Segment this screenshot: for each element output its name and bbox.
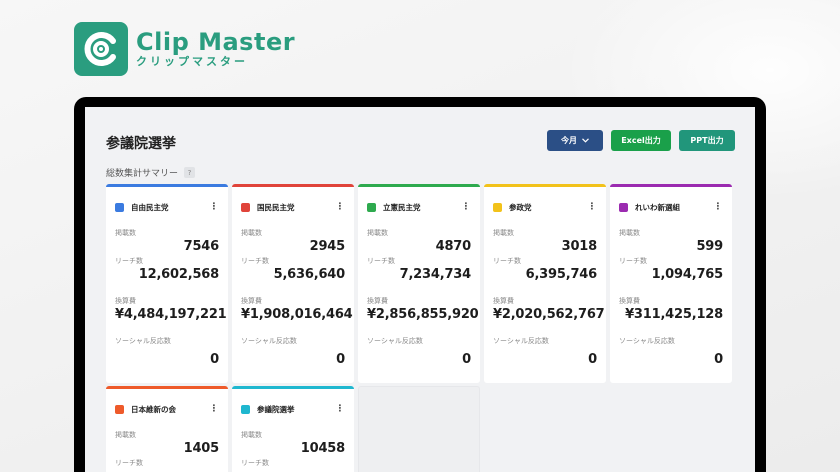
party-color-swatch (241, 202, 250, 212)
party-color-swatch (367, 202, 376, 212)
ad-value: ¥1,908,016,464 (241, 307, 353, 322)
posts-value: 7546 (183, 239, 220, 254)
ppt-export-button[interactable]: PPT出力 (679, 130, 735, 151)
ad-value: ¥311,425,128 (625, 307, 723, 322)
summary-title: 総数集計サマリー (106, 169, 179, 179)
clip-master-logo-icon (74, 22, 128, 76)
posts-label: 掲載数 (619, 229, 640, 237)
posts-value: 3018 (561, 239, 598, 254)
social-label: ソーシャル反応数 (367, 337, 423, 345)
posts-label: 掲載数 (241, 431, 262, 439)
posts-label: 掲載数 (115, 229, 136, 237)
ad-value-label: 換算費 (493, 297, 514, 305)
ad-value-label: 換算費 (619, 297, 640, 305)
brand-name: Clip Master (136, 28, 296, 56)
party-card: 日本維新の会 ⋮ 掲載数 1405 リーチ数 (106, 386, 228, 472)
social-value: 0 (462, 352, 471, 367)
ad-value-label: 換算費 (241, 297, 262, 305)
reach-label: リーチ数 (367, 257, 395, 265)
period-label: 今月 (561, 136, 577, 145)
party-name: 日本維新の会 (131, 404, 176, 414)
party-name: 自由民主党 (131, 202, 169, 212)
party-name: れいわ新選組 (635, 202, 680, 212)
reach-label: リーチ数 (241, 257, 269, 265)
reach-value: 1,094,765 (651, 267, 724, 282)
summary-section-title: 総数集計サマリー ? (106, 166, 196, 179)
reach-label: リーチ数 (115, 459, 143, 467)
party-card: 国民民主党 ⋮ 掲載数 2945 リーチ数 5,636,640 換算費 ¥1,9… (232, 184, 354, 383)
summary-card-grid: 自由民主党 ⋮ 掲載数 7546 リーチ数 12,602,568 換算費 ¥4,… (106, 184, 732, 472)
more-options-icon[interactable]: ⋮ (713, 202, 723, 212)
empty-card-slot (358, 386, 480, 472)
party-color-swatch (493, 202, 502, 212)
party-name: 国民民主党 (257, 202, 295, 212)
reach-label: リーチ数 (241, 459, 269, 467)
chevron-down-icon (582, 136, 589, 145)
party-card: れいわ新選組 ⋮ 掲載数 599 リーチ数 1,094,765 換算費 ¥311… (610, 184, 732, 383)
reach-label: リーチ数 (619, 257, 647, 265)
posts-label: 掲載数 (115, 431, 136, 439)
more-options-icon[interactable]: ⋮ (209, 202, 219, 212)
toolbar: 今月 Excel出力 PPT出力 (547, 130, 735, 151)
party-card: 自由民主党 ⋮ 掲載数 7546 リーチ数 12,602,568 換算費 ¥4,… (106, 184, 228, 383)
app-screen: 参議院選挙 今月 Excel出力 PPT出力 総数集計サマリー ? 自由民主党 … (85, 107, 755, 472)
posts-label: 掲載数 (241, 229, 262, 237)
party-color-swatch (619, 202, 628, 212)
brand-logo: Clip Master クリップマスター (74, 22, 295, 76)
ad-value: ¥2,020,562,767 (493, 307, 605, 322)
brand-subtitle: クリップマスター (136, 55, 248, 68)
party-color-swatch (115, 404, 124, 414)
social-value: 0 (336, 352, 345, 367)
social-value: 0 (210, 352, 219, 367)
party-name: 参議院選挙 (257, 404, 295, 414)
more-options-icon[interactable]: ⋮ (335, 404, 345, 414)
social-label: ソーシャル反応数 (619, 337, 675, 345)
posts-value: 10458 (300, 441, 345, 456)
laptop-frame: 参議院選挙 今月 Excel出力 PPT出力 総数集計サマリー ? 自由民主党 … (74, 97, 766, 472)
party-card: 参議院選挙 ⋮ 掲載数 10458 リーチ数 (232, 386, 354, 472)
period-dropdown[interactable]: 今月 (547, 130, 603, 151)
social-value: 0 (714, 352, 723, 367)
reach-value: 5,636,640 (273, 267, 346, 282)
posts-label: 掲載数 (493, 229, 514, 237)
reach-value: 7,234,734 (399, 267, 472, 282)
reach-label: リーチ数 (115, 257, 143, 265)
more-options-icon[interactable]: ⋮ (461, 202, 471, 212)
ad-value-label: 換算費 (115, 297, 136, 305)
excel-export-button[interactable]: Excel出力 (611, 130, 671, 151)
more-options-icon[interactable]: ⋮ (587, 202, 597, 212)
empty-card-slot (610, 386, 732, 472)
reach-label: リーチ数 (493, 257, 521, 265)
social-value: 0 (588, 352, 597, 367)
party-name: 参政党 (509, 202, 532, 212)
more-options-icon[interactable]: ⋮ (209, 404, 219, 414)
posts-value: 1405 (183, 441, 220, 456)
posts-value: 2945 (309, 239, 346, 254)
social-label: ソーシャル反応数 (115, 337, 171, 345)
party-color-swatch (241, 404, 250, 414)
page-title: 参議院選挙 (106, 136, 176, 152)
posts-value: 4870 (435, 239, 472, 254)
ad-value: ¥4,484,197,221 (115, 307, 227, 322)
party-card: 参政党 ⋮ 掲載数 3018 リーチ数 6,395,746 換算費 ¥2,020… (484, 184, 606, 383)
ad-value-label: 換算費 (367, 297, 388, 305)
posts-value: 599 (696, 239, 723, 254)
social-label: ソーシャル反応数 (241, 337, 297, 345)
empty-card-slot (484, 386, 606, 472)
reach-value: 12,602,568 (138, 267, 219, 282)
social-label: ソーシャル反応数 (493, 337, 549, 345)
party-name: 立憲民主党 (383, 202, 421, 212)
reach-value: 6,395,746 (525, 267, 598, 282)
party-color-swatch (115, 202, 124, 212)
party-card: 立憲民主党 ⋮ 掲載数 4870 リーチ数 7,234,734 換算費 ¥2,8… (358, 184, 480, 383)
ad-value: ¥2,856,855,920 (367, 307, 479, 322)
help-icon[interactable]: ? (184, 167, 196, 178)
more-options-icon[interactable]: ⋮ (335, 202, 345, 212)
posts-label: 掲載数 (367, 229, 388, 237)
